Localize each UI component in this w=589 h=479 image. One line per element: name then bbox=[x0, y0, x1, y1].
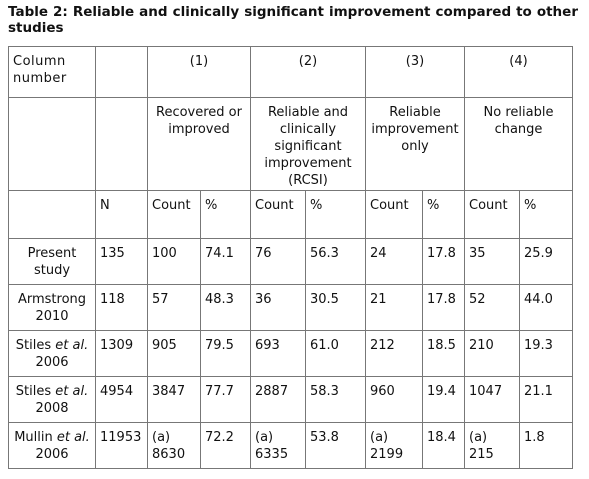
study-year: 2008 bbox=[35, 401, 69, 416]
n-header: N bbox=[95, 190, 148, 239]
group-label: No reliable change bbox=[464, 97, 573, 191]
percent-cell: 19.4 bbox=[422, 376, 465, 423]
percent-cell: 21.1 bbox=[519, 376, 573, 423]
count-cell: (a) 8630 bbox=[147, 422, 201, 469]
study-author: Stiles bbox=[15, 338, 52, 353]
count-cell: 2887 bbox=[250, 376, 306, 423]
count-cell: 35 bbox=[464, 238, 520, 285]
study-etal: et al. bbox=[55, 384, 89, 399]
column-number: (1) bbox=[147, 46, 251, 98]
count-cell: 24 bbox=[365, 238, 423, 285]
table-row: Present study 135 100 74.1 76 56.3 24 17.8 35 25.… bbox=[8, 238, 573, 285]
count-header: Count bbox=[464, 190, 520, 239]
percent-cell: 53.8 bbox=[305, 422, 366, 469]
column-number: (4) bbox=[464, 46, 573, 98]
count-cell: 1047 bbox=[464, 376, 520, 423]
study-cell: Stiles et al. 2006 bbox=[8, 330, 96, 377]
group-label: Reliable improvement only bbox=[365, 97, 465, 191]
count-cell: 960 bbox=[365, 376, 423, 423]
study-author: Armstrong bbox=[17, 292, 87, 307]
empty-cell bbox=[8, 97, 96, 191]
n-cell: 135 bbox=[95, 238, 148, 285]
percent-cell: 61.0 bbox=[305, 330, 366, 377]
count-cell: 52 bbox=[464, 284, 520, 331]
table-row: Armstrong 2010 118 57 48.3 36 30.5 21 17.8 52 44.… bbox=[8, 284, 573, 331]
percent-cell: 74.1 bbox=[200, 238, 251, 285]
percent-cell: 77.7 bbox=[200, 376, 251, 423]
percent-cell: 17.8 bbox=[422, 238, 465, 285]
study-year: 2006 bbox=[35, 447, 69, 462]
percent-cell: 44.0 bbox=[519, 284, 573, 331]
table-row: Stiles et al. 2006 1309 905 79.5 693 61.0 212 1… bbox=[8, 330, 573, 377]
percent-cell: 1.8 bbox=[519, 422, 573, 469]
empty-cell bbox=[95, 46, 148, 98]
percent-cell: 18.4 bbox=[422, 422, 465, 469]
percent-cell: 17.8 bbox=[422, 284, 465, 331]
count-cell: 100 bbox=[147, 238, 201, 285]
table-row: Column number (1) (2) (3) (4) bbox=[8, 46, 573, 98]
count-cell: 210 bbox=[464, 330, 520, 377]
empty-cell bbox=[8, 190, 96, 239]
column-number: (2) bbox=[250, 46, 366, 98]
table-row: N Count% Count% Count% Count% bbox=[8, 190, 573, 239]
study-author: Stiles bbox=[15, 384, 52, 399]
count-header: Count bbox=[147, 190, 201, 239]
results-table: Column number (1) (2) (3) (4) Recovered or im… bbox=[8, 46, 573, 469]
percent-cell: 48.3 bbox=[200, 284, 251, 331]
table-body: Column number (1) (2) (3) (4) Recovered or im… bbox=[8, 46, 573, 469]
count-cell: (a) 215 bbox=[464, 422, 520, 469]
study-author: Mullin bbox=[14, 430, 53, 445]
n-cell: 118 bbox=[95, 284, 148, 331]
percent-cell: 56.3 bbox=[305, 238, 366, 285]
percent-header: % bbox=[422, 190, 465, 239]
table-row: Mullin et al. 2006 11953 (a) 8630 72.2 (a) 6… bbox=[8, 422, 573, 469]
column-header: Column number bbox=[8, 46, 96, 98]
n-cell: 11953 bbox=[95, 422, 148, 469]
study-etal: et al. bbox=[55, 338, 89, 353]
study-cell: Armstrong 2010 bbox=[8, 284, 96, 331]
percent-cell: 19.3 bbox=[519, 330, 573, 377]
study-cell: Stiles et al. 2008 bbox=[8, 376, 96, 423]
group-label: Recovered or improved bbox=[147, 97, 251, 191]
count-cell: 57 bbox=[147, 284, 201, 331]
empty-cell bbox=[95, 97, 148, 191]
study-author: Present study bbox=[27, 246, 77, 278]
column-number: (3) bbox=[365, 46, 465, 98]
n-cell: 4954 bbox=[95, 376, 148, 423]
study-etal: et al. bbox=[56, 430, 90, 445]
count-cell: (a) 6335 bbox=[250, 422, 306, 469]
table-row: Stiles et al. 2008 4954 3847 77.7 2887 58.3 96… bbox=[8, 376, 573, 423]
n-cell: 1309 bbox=[95, 330, 148, 377]
count-cell: 76 bbox=[250, 238, 306, 285]
count-cell: 21 bbox=[365, 284, 423, 331]
count-cell: 905 bbox=[147, 330, 201, 377]
percent-cell: 25.9 bbox=[519, 238, 573, 285]
count-cell: 693 bbox=[250, 330, 306, 377]
percent-cell: 30.5 bbox=[305, 284, 366, 331]
count-header: Count bbox=[365, 190, 423, 239]
study-cell: Mullin et al. 2006 bbox=[8, 422, 96, 469]
study-cell: Present study bbox=[8, 238, 96, 285]
count-header: Count bbox=[250, 190, 306, 239]
percent-cell: 18.5 bbox=[422, 330, 465, 377]
table-title: Table 2: Reliable and clinically signifi… bbox=[8, 4, 578, 36]
percent-header: % bbox=[305, 190, 366, 239]
percent-header: % bbox=[519, 190, 573, 239]
count-cell: 36 bbox=[250, 284, 306, 331]
group-label: Reliable and clinically significant impr… bbox=[250, 97, 366, 191]
percent-cell: 79.5 bbox=[200, 330, 251, 377]
percent-cell: 72.2 bbox=[200, 422, 251, 469]
percent-cell: 58.3 bbox=[305, 376, 366, 423]
count-cell: 212 bbox=[365, 330, 423, 377]
count-cell: 3847 bbox=[147, 376, 201, 423]
study-year: 2010 bbox=[35, 309, 69, 324]
count-cell: (a) 2199 bbox=[365, 422, 423, 469]
table-row: Recovered or improved Reliable and clinic… bbox=[8, 97, 573, 191]
percent-header: % bbox=[200, 190, 251, 239]
study-year: 2006 bbox=[35, 355, 69, 370]
